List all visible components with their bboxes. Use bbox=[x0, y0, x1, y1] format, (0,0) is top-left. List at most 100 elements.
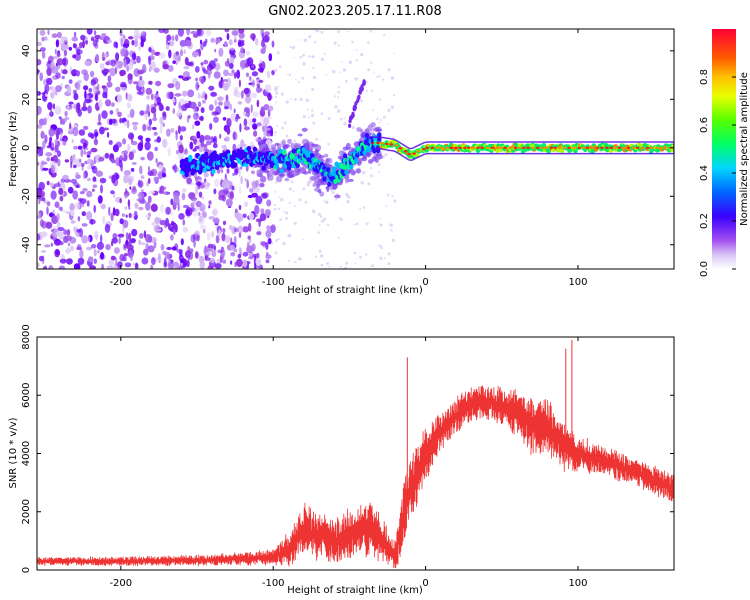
noise-blob bbox=[99, 126, 105, 135]
noise-blob bbox=[159, 104, 164, 111]
noise-blob bbox=[242, 226, 250, 233]
noise-blob bbox=[148, 47, 152, 53]
noise-blob bbox=[251, 71, 259, 77]
noise-blob bbox=[173, 163, 178, 173]
track-peak bbox=[558, 146, 562, 149]
noise-blob bbox=[63, 49, 68, 57]
noise-blob bbox=[234, 165, 239, 174]
noise-blob bbox=[100, 234, 103, 244]
noise-blob bbox=[192, 50, 199, 58]
noise-blob bbox=[121, 151, 125, 159]
track-peak bbox=[513, 146, 518, 149]
noise-blob bbox=[147, 165, 151, 173]
noise-blob bbox=[130, 254, 133, 262]
noise-blob bbox=[58, 116, 62, 120]
noise-blob bbox=[211, 230, 215, 238]
track-peak bbox=[412, 152, 417, 155]
noise-blob bbox=[73, 93, 79, 101]
spectrogram-x-ticks: -200 -100 0 100 bbox=[109, 29, 588, 288]
track-point bbox=[364, 133, 370, 139]
noise-blob bbox=[251, 79, 256, 88]
noise-blob bbox=[194, 230, 200, 236]
faint-dot bbox=[385, 205, 388, 208]
faint-dot bbox=[282, 241, 286, 246]
noise-blob bbox=[204, 38, 208, 44]
noise-blob bbox=[38, 181, 45, 191]
track-point bbox=[252, 146, 258, 152]
noise-blob bbox=[38, 255, 44, 262]
noise-blob bbox=[187, 89, 195, 98]
noise-blob bbox=[99, 177, 107, 184]
faint-dot bbox=[274, 86, 278, 90]
noise-blob bbox=[225, 94, 229, 102]
noise-blob bbox=[57, 227, 65, 232]
faint-dot bbox=[379, 256, 382, 259]
noise-blob bbox=[165, 106, 170, 111]
noise-blob bbox=[90, 147, 98, 153]
x-tick-label: -200 bbox=[109, 277, 132, 288]
spectrogram-x-label: Height of straight line (km) bbox=[287, 285, 423, 296]
noise-blob bbox=[200, 196, 205, 200]
noise-blob bbox=[186, 177, 193, 185]
track-peak bbox=[376, 141, 380, 145]
noise-blob bbox=[206, 140, 212, 146]
noise-blob bbox=[56, 58, 64, 66]
noise-blob bbox=[45, 221, 53, 229]
noise-blob bbox=[203, 172, 209, 178]
noise-blob bbox=[221, 79, 225, 83]
noise-blob bbox=[168, 65, 174, 72]
track-point bbox=[325, 167, 331, 173]
faint-dot bbox=[278, 196, 280, 199]
noise-blob bbox=[263, 104, 270, 111]
noise-blob bbox=[83, 125, 89, 131]
faint-dot bbox=[302, 53, 305, 57]
track-peak bbox=[435, 146, 440, 149]
noise-blob bbox=[96, 90, 101, 95]
track-point bbox=[322, 176, 327, 182]
track-haze bbox=[337, 155, 344, 160]
noise-blob bbox=[213, 178, 220, 188]
faint-dot bbox=[274, 251, 278, 255]
noise-blob bbox=[260, 208, 265, 215]
y-tick-label: 0 bbox=[21, 145, 32, 151]
noise-blob bbox=[213, 116, 219, 123]
track-peak bbox=[466, 146, 471, 149]
noise-blob bbox=[178, 75, 184, 79]
noise-blob bbox=[101, 33, 107, 38]
noise-blob bbox=[260, 175, 267, 183]
noise-blob bbox=[206, 232, 211, 241]
noise-blob bbox=[254, 205, 260, 215]
faint-dot bbox=[273, 68, 278, 73]
track-point bbox=[608, 148, 614, 153]
noise-blob bbox=[84, 60, 91, 67]
noise-blob bbox=[194, 120, 201, 126]
noise-blob bbox=[200, 39, 203, 45]
noise-blob bbox=[246, 57, 254, 67]
noise-blob bbox=[82, 142, 88, 148]
noise-blob bbox=[101, 85, 106, 89]
track-point bbox=[261, 165, 266, 171]
noise-blob bbox=[162, 63, 170, 70]
noise-blob bbox=[239, 186, 242, 195]
noise-blob bbox=[123, 150, 128, 156]
noise-blob bbox=[53, 229, 60, 238]
faint-dot bbox=[378, 244, 382, 248]
noise-blob bbox=[256, 99, 260, 108]
faint-dot bbox=[337, 109, 341, 113]
noise-blob bbox=[218, 47, 224, 57]
noise-blob bbox=[70, 209, 75, 217]
noise-blob bbox=[182, 204, 190, 209]
track-peak bbox=[595, 146, 600, 149]
faint-dot bbox=[387, 262, 391, 266]
track-point bbox=[202, 167, 208, 173]
noise-blob bbox=[135, 32, 142, 37]
faint-dot bbox=[317, 231, 321, 234]
spectrogram-y-ticks: -40 -20 0 20 40 bbox=[21, 44, 674, 253]
noise-blob bbox=[130, 238, 136, 244]
track-haze bbox=[280, 173, 285, 178]
faint-dot bbox=[302, 238, 304, 241]
track-haze bbox=[342, 146, 349, 151]
faint-dot bbox=[307, 55, 311, 58]
noise-blob bbox=[179, 135, 183, 141]
